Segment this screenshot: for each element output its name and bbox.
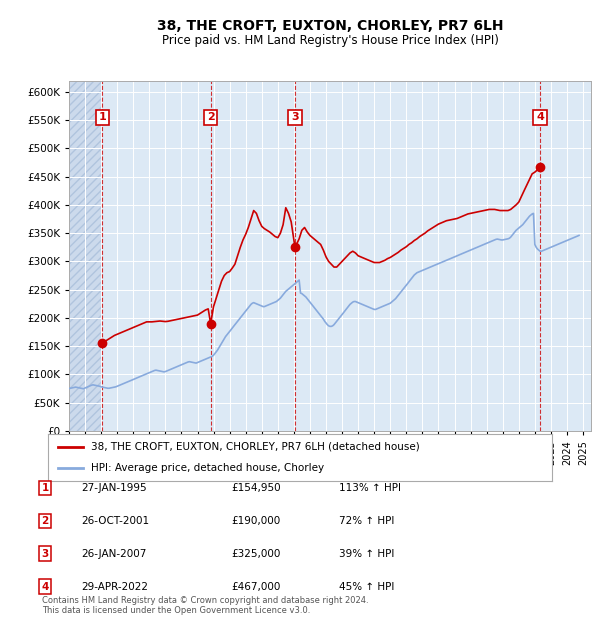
Text: £325,000: £325,000 [231, 549, 280, 559]
Bar [69, 81, 102, 431]
Text: HPI: Average price, detached house, Chorley: HPI: Average price, detached house, Chor… [91, 463, 324, 473]
Text: Contains HM Land Registry data © Crown copyright and database right 2024.
This d: Contains HM Land Registry data © Crown c… [42, 596, 368, 615]
Text: 3: 3 [41, 549, 49, 559]
Text: 26-OCT-2001: 26-OCT-2001 [81, 516, 149, 526]
Text: 45% ↑ HPI: 45% ↑ HPI [339, 582, 394, 591]
Text: 1: 1 [98, 112, 106, 122]
Text: Price paid vs. HM Land Registry's House Price Index (HPI): Price paid vs. HM Land Registry's House … [161, 35, 499, 47]
Text: 4: 4 [41, 582, 49, 591]
Text: 29-APR-2022: 29-APR-2022 [81, 582, 148, 591]
Text: 1: 1 [41, 483, 49, 493]
Text: 26-JAN-2007: 26-JAN-2007 [81, 549, 146, 559]
Text: £154,950: £154,950 [231, 483, 281, 493]
Text: 38, THE CROFT, EUXTON, CHORLEY, PR7 6LH (detached house): 38, THE CROFT, EUXTON, CHORLEY, PR7 6LH … [91, 441, 419, 451]
Text: £190,000: £190,000 [231, 516, 280, 526]
Text: 72% ↑ HPI: 72% ↑ HPI [339, 516, 394, 526]
Text: 3: 3 [291, 112, 299, 122]
Text: 39% ↑ HPI: 39% ↑ HPI [339, 549, 394, 559]
Text: 4: 4 [536, 112, 544, 122]
Text: 27-JAN-1995: 27-JAN-1995 [81, 483, 146, 493]
Text: £467,000: £467,000 [231, 582, 280, 591]
Text: 2: 2 [41, 516, 49, 526]
Text: 38, THE CROFT, EUXTON, CHORLEY, PR7 6LH: 38, THE CROFT, EUXTON, CHORLEY, PR7 6LH [157, 19, 503, 33]
Text: 2: 2 [207, 112, 214, 122]
Text: 113% ↑ HPI: 113% ↑ HPI [339, 483, 401, 493]
